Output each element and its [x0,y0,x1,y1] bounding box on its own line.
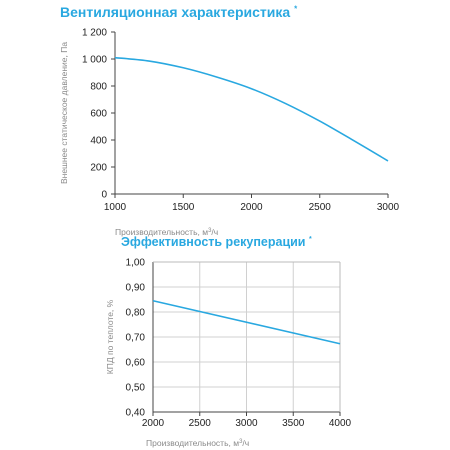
chart-1-x-axis-label: Производительность, м3/ч [115,227,218,237]
chart-1-x-axis-label-sup: 3 [208,228,212,234]
chart-2-x-axis-label-sup: 3 [239,439,243,445]
chart-2-x-tick-label: 4000 [329,418,352,429]
chart-2-x-tick-label: 3500 [282,418,305,429]
chart-1-y-tick-label: 800 [90,82,107,93]
chart-2-y-tick-label: 0,90 [126,283,146,294]
chart-2-x-axis-label: Производительность, м3/ч [146,438,249,448]
chart-2-y-tick-label: 0,70 [126,333,146,344]
chart-2-y-tick-label: 0,40 [126,408,146,419]
chart-1-x-tick-label: 2000 [240,202,263,213]
chart-2-y-tick-label: 0,50 [126,383,146,394]
chart-2-y-tick-label: 0,60 [126,358,146,369]
chart-title-ventilation: Вентиляционная характеристика * [60,4,297,20]
chart-1-y-tick-label: 1 200 [82,28,107,39]
chart-1-y-tick-label: 400 [90,136,107,147]
chart-title-recuperation: Эффективность рекуперации * [121,235,312,249]
chart-1-x-tick-label: 1000 [104,202,127,213]
chart-1-x-tick-label: 3000 [377,202,400,213]
chart-1-x-axis-label-tail: /ч [211,227,218,237]
chart-2-series-line [152,299,341,345]
chart-2-x-axis-label-main: Производительность, м [146,438,239,448]
chart-title-ventilation-marker: * [294,4,298,14]
chart-2-y-tick-label: 1,00 [126,258,146,269]
chart-2-group: 0,40 0,50 0,60 0,70 0,80 0,90 1,00 2000 2500 3000… [105,258,352,449]
chart-1-y-tick-label: 200 [90,163,107,174]
chart-2-x-tick-label: 2000 [142,418,165,429]
chart-1-x-axis-label-main: Производительность, м [115,227,208,237]
chart-1-y-axis-label: Внешнее статическое давление, Па [59,42,69,184]
chart-2-x-axis-label-tail: /ч [242,438,249,448]
chart-2-x-tick-label: 3000 [235,418,258,429]
chart-title-recuperation-marker: * [308,235,312,243]
chart-1-series-line [114,56,389,162]
chart-1-y-tick-label: 0 [101,190,107,201]
chart-2-x-tick-label: 2500 [189,418,212,429]
chart-1-x-tick-label: 2500 [309,202,332,213]
chart-2-y-axis-label: КПД по теплоте, % [105,299,115,374]
chart-1-x-tick-label: 1500 [172,202,195,213]
chart-1-y-tick-label: 600 [90,109,107,120]
chart-title-ventilation-text: Вентиляционная характеристика [60,4,291,20]
chart-1-y-tick-label: 1 000 [82,55,107,66]
chart-title-recuperation-text: Эффективность рекуперации [121,235,306,249]
chart-2-y-tick-label: 0,80 [126,308,146,319]
